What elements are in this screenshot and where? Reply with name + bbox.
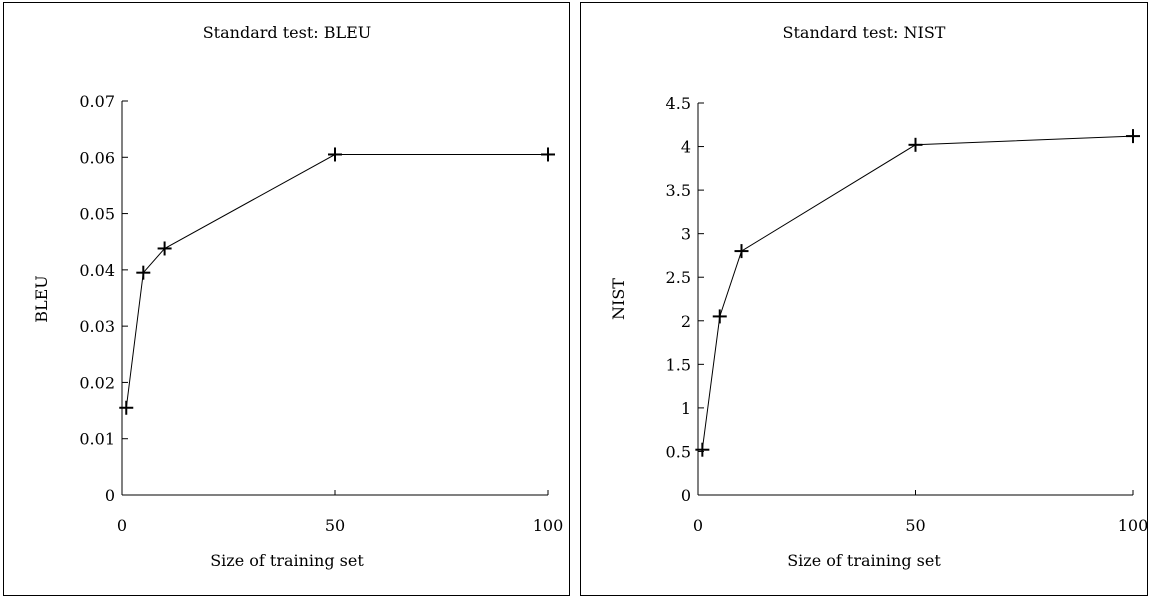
- y-tick-label: 0.01: [79, 430, 115, 449]
- x-tick-label: 50: [905, 516, 925, 535]
- y-tick-label: 0.07: [79, 92, 115, 111]
- y-tick-label: 0.04: [79, 261, 115, 280]
- y-tick-label: 4: [681, 138, 691, 157]
- data-point-marker: [735, 244, 749, 258]
- y-tick-label: 2: [681, 312, 691, 331]
- y-tick-label: 2.5: [666, 268, 691, 287]
- data-point-marker: [328, 147, 342, 161]
- y-tick-label: 0: [105, 486, 115, 505]
- y-tick-label: 1: [681, 399, 691, 418]
- data-point-marker: [909, 138, 923, 152]
- x-axis-label: Size of training set: [210, 551, 364, 570]
- data-point-marker: [541, 147, 555, 161]
- chart-title: Standard test: BLEU: [203, 23, 372, 42]
- x-tick-label: 100: [533, 516, 564, 535]
- y-tick-label: 3: [681, 225, 691, 244]
- nist-chart-panel: Standard test: NIST Size of training set…: [580, 2, 1148, 596]
- y-tick-label: 4.5: [666, 94, 691, 113]
- x-tick-label: 0: [693, 516, 703, 535]
- bleu-chart-panel: Standard test: BLEU Size of training set…: [3, 2, 570, 596]
- chart-title: Standard test: NIST: [783, 23, 946, 42]
- y-tick-label: 0.06: [79, 148, 115, 167]
- nist-chart-svg: Standard test: NIST Size of training set…: [581, 3, 1149, 597]
- data-point-marker: [695, 443, 709, 457]
- series-line: [126, 155, 548, 408]
- y-axis-label: NIST: [609, 278, 628, 320]
- y-tick-label: 0.5: [666, 442, 691, 461]
- x-tick-label: 100: [1118, 516, 1149, 535]
- x-tick-label: 50: [325, 516, 345, 535]
- y-axis-label: BLEU: [32, 275, 51, 323]
- y-tick-label: 0: [681, 486, 691, 505]
- y-tick-label: 0.02: [79, 373, 115, 392]
- y-tick-label: 1.5: [666, 355, 691, 374]
- data-point-marker: [713, 309, 727, 323]
- y-tick-label: 0.05: [79, 205, 115, 224]
- x-tick-label: 0: [117, 516, 127, 535]
- series-line: [702, 136, 1133, 450]
- data-point-marker: [1126, 129, 1140, 143]
- bleu-chart-svg: Standard test: BLEU Size of training set…: [4, 3, 571, 597]
- y-tick-label: 0.03: [79, 317, 115, 336]
- x-axis-label: Size of training set: [787, 551, 941, 570]
- data-point-marker: [119, 401, 133, 415]
- y-tick-label: 3.5: [666, 181, 691, 200]
